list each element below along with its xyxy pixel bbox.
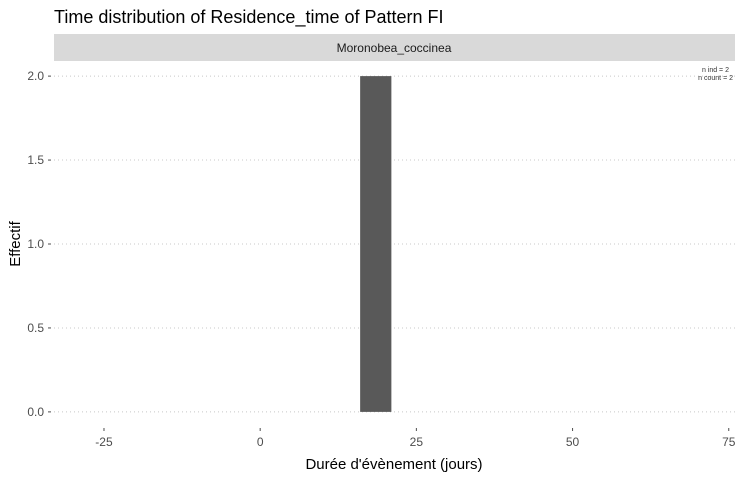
x-axis-ticks: -25 0 25 50 75 bbox=[95, 428, 736, 449]
x-tick-label: 75 bbox=[722, 435, 736, 449]
y-tick-label: 2.0 bbox=[27, 69, 44, 83]
x-tick-label: 0 bbox=[257, 435, 264, 449]
annotation-n-ind: n ind = 2 bbox=[702, 67, 729, 74]
y-axis-title: Effectif bbox=[7, 220, 24, 266]
x-tick-label: 25 bbox=[410, 435, 424, 449]
y-tick-label: 0.5 bbox=[27, 321, 44, 335]
grid-lines bbox=[54, 75, 735, 413]
facet-label: Moronobea_coccinea bbox=[337, 41, 452, 55]
y-tick-label: 1.0 bbox=[27, 237, 44, 251]
annotation-n-count: n count = 2 bbox=[698, 75, 733, 82]
bar bbox=[360, 76, 392, 412]
facet-strip bbox=[54, 34, 735, 61]
x-tick-label: 50 bbox=[566, 435, 580, 449]
bars bbox=[360, 76, 392, 412]
y-tick-label: 0.0 bbox=[27, 405, 44, 419]
x-axis-title: Durée d'évènement (jours) bbox=[305, 456, 482, 473]
y-tick-label: 1.5 bbox=[27, 153, 44, 167]
y-axis-ticks: 0.0 0.5 1.0 1.5 2.0 bbox=[27, 69, 51, 419]
x-tick-label: -25 bbox=[95, 435, 113, 449]
chart-title: Time distribution of Residence_time of P… bbox=[54, 7, 444, 28]
